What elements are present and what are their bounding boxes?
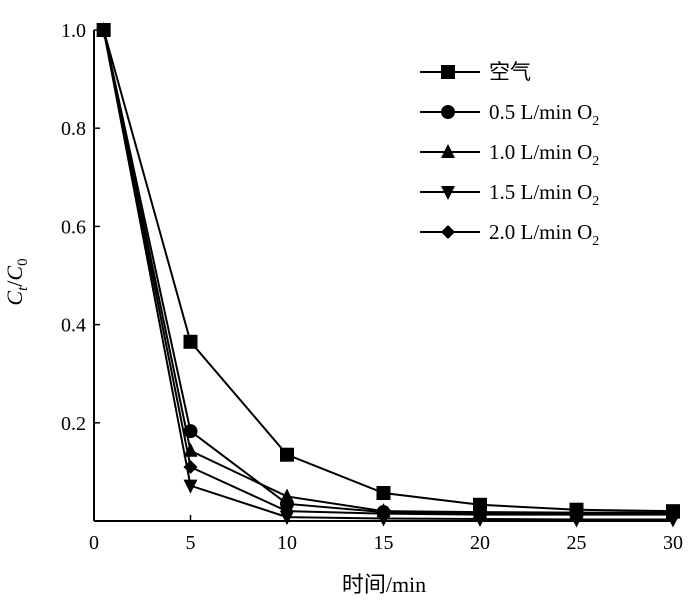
data-point bbox=[666, 507, 680, 522]
legend-item-4: 2.0 L/min O2 bbox=[420, 220, 599, 249]
x-tick-label: 5 bbox=[186, 532, 196, 554]
series-1 bbox=[96, 23, 680, 521]
data-point bbox=[376, 506, 391, 521]
x-axis-title: 时间/min bbox=[342, 572, 426, 597]
data-point bbox=[376, 486, 391, 501]
legend-item-2: 1.0 L/min O2 bbox=[420, 140, 599, 169]
series-3 bbox=[96, 24, 680, 528]
legend-label: 1.5 L/min O2 bbox=[489, 180, 599, 209]
legend-label: 2.0 L/min O2 bbox=[489, 220, 599, 249]
data-point bbox=[96, 23, 111, 37]
y-tick-label: 1.0 bbox=[61, 20, 86, 42]
legend-item-0: 空气 bbox=[420, 60, 531, 84]
legend-label: 0.5 L/min O2 bbox=[489, 100, 599, 129]
data-point bbox=[183, 459, 198, 474]
x-tick-label: 10 bbox=[277, 532, 297, 554]
x-tick-label: 20 bbox=[470, 532, 490, 554]
y-tick-label: 0.2 bbox=[61, 413, 86, 435]
legend-marker bbox=[441, 65, 455, 79]
data-point bbox=[183, 479, 198, 494]
legend-label: 空气 bbox=[489, 60, 531, 84]
legend-marker bbox=[441, 225, 455, 239]
x-tick-label: 15 bbox=[374, 532, 394, 554]
legend-item-1: 0.5 L/min O2 bbox=[420, 100, 599, 129]
legend: 空气 0.5 L/min O2 1.0 L/min O2 1.5 L/min O2 2.… bbox=[420, 60, 599, 249]
y-axis-title: Ct/C0 bbox=[2, 258, 31, 305]
legend-label: 1.0 L/min O2 bbox=[489, 140, 599, 169]
x-tick-label: 0 bbox=[89, 532, 99, 554]
series-0 bbox=[96, 23, 680, 519]
data-point bbox=[473, 507, 487, 522]
series-2 bbox=[96, 22, 680, 519]
y-tick-label: 0.8 bbox=[61, 118, 86, 140]
x-tick-label: 25 bbox=[567, 532, 587, 554]
axes: 0 5 10 15 20 25 30 0.2 0.4 0.6 0.8 1.0 bbox=[61, 20, 683, 554]
data-point bbox=[280, 504, 294, 519]
legend-marker bbox=[441, 144, 455, 158]
y-tick-label: 0.4 bbox=[61, 315, 86, 337]
plot-area bbox=[96, 22, 680, 528]
data-point bbox=[183, 334, 198, 349]
y-tick-label: 0.6 bbox=[61, 216, 86, 238]
data-point bbox=[280, 488, 294, 503]
x-tick-label: 30 bbox=[663, 532, 683, 554]
legend-marker bbox=[441, 105, 455, 119]
data-point bbox=[569, 507, 584, 522]
legend-item-3: 1.5 L/min O2 bbox=[420, 180, 599, 209]
data-point bbox=[280, 447, 294, 462]
series-4 bbox=[96, 23, 680, 522]
legend-marker bbox=[441, 186, 455, 200]
